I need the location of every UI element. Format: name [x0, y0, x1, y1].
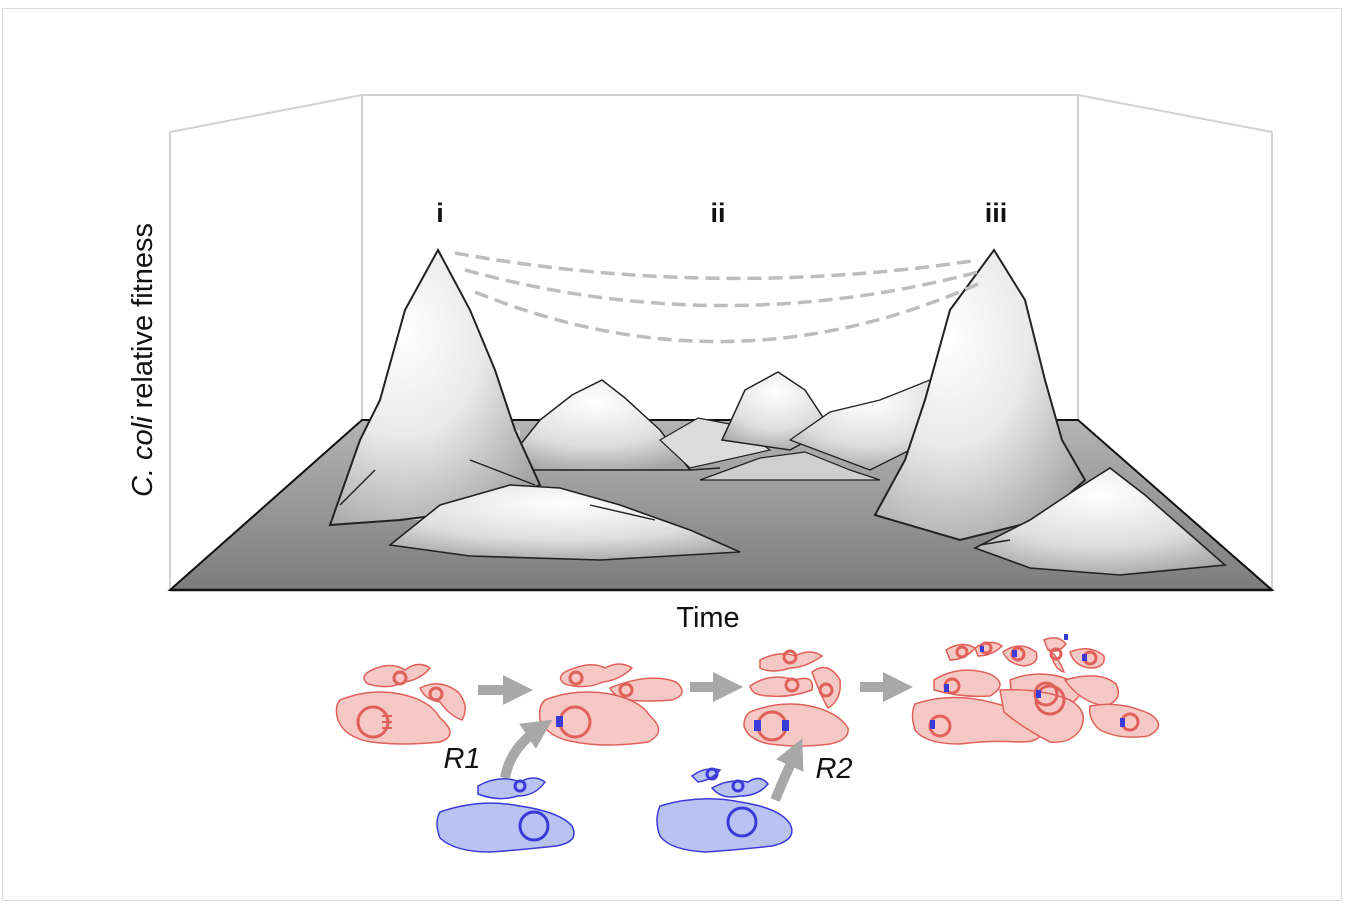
figure-border	[2, 8, 1342, 901]
plot-frame	[169, 94, 1273, 590]
stage-3-transfer-marks	[754, 720, 789, 731]
y-axis-species: C. coli	[127, 415, 159, 497]
stage-1-cells	[335, 663, 466, 745]
peak-label-ii: ii	[710, 198, 725, 228]
landscape-ridges	[339, 459, 1011, 546]
peak-label-i: i	[436, 198, 444, 228]
stage-2-transfer-marks	[556, 716, 563, 727]
route-label-r2: R2	[815, 753, 852, 785]
donor-cells-r1	[436, 777, 575, 853]
stage-3-cells	[743, 649, 849, 747]
population-schematic: R1 R2	[335, 634, 1160, 853]
peak-label-iii: iii	[985, 198, 1008, 228]
arrow-r2	[770, 738, 804, 802]
stage-4-transfer-marks	[930, 634, 1125, 729]
y-axis-label: C. coli relative fitness	[127, 223, 159, 497]
route-label-r1: R1	[443, 743, 480, 775]
y-axis-rest: relative fitness	[127, 223, 159, 416]
stage-2-cells	[538, 663, 683, 746]
donor-cells-r2	[656, 767, 793, 853]
foreground-hill-left	[388, 484, 741, 561]
foreground-hill-right	[972, 467, 1227, 576]
x-axis-label: Time	[676, 602, 739, 634]
peak-connection-dashes	[454, 251, 979, 344]
stage-4-cells	[911, 637, 1160, 745]
arrow-r1	[500, 719, 553, 780]
